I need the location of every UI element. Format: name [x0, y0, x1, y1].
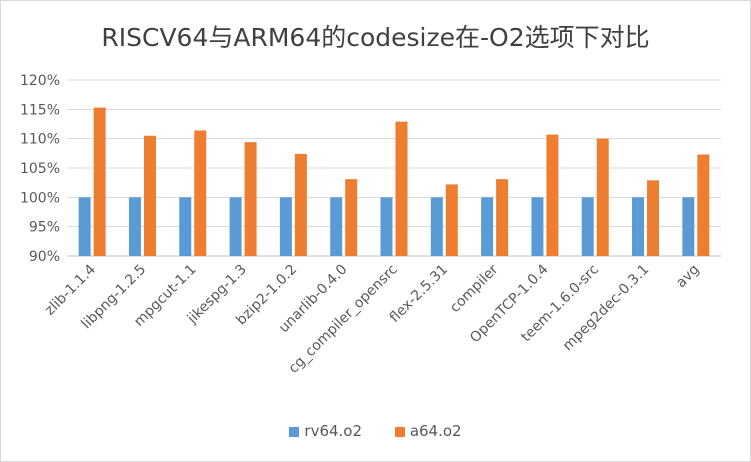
- bar-a64-o2: [496, 179, 509, 256]
- bar-a64-o2: [244, 142, 257, 256]
- gridlines: [67, 79, 721, 257]
- bar-a64-o2: [546, 134, 559, 256]
- bar-rv64-o2: [380, 197, 393, 256]
- bar-a64-o2: [294, 153, 307, 256]
- y-axis-ticks: 90% 95% 100% 105% 110% 115% 120%: [20, 73, 60, 265]
- bar-a64-o2: [647, 180, 660, 256]
- bar-a64-o2: [194, 130, 207, 256]
- bar-a64-o2: [345, 179, 358, 256]
- legend-swatch-a64: [394, 427, 405, 437]
- bar-a64-o2: [445, 184, 458, 256]
- legend-label-a64: a64.o2: [409, 422, 462, 440]
- bar-a64-o2: [395, 121, 408, 256]
- y-tick-label: 90%: [29, 249, 60, 265]
- x-axis-ticks: zlib-1.1.4libpng-1.2.5mpgcut-1.1jikespg-…: [42, 261, 703, 376]
- legend-item-rv64: rv64.o2: [289, 422, 362, 440]
- bar-rv64-o2: [78, 197, 91, 256]
- legend-item-a64: a64.o2: [394, 422, 462, 440]
- bars: [78, 107, 710, 256]
- legend-swatch-rv64: [289, 427, 300, 437]
- bar-rv64-o2: [430, 197, 443, 256]
- bar-rv64-o2: [179, 197, 192, 256]
- bar-rv64-o2: [279, 197, 292, 256]
- bar-rv64-o2: [330, 197, 343, 256]
- legend-label-rv64: rv64.o2: [304, 422, 363, 440]
- y-tick-label: 120%: [20, 73, 60, 89]
- y-tick-label: 95%: [29, 220, 60, 236]
- y-tick-label: 115%: [20, 102, 60, 118]
- bar-rv64-o2: [128, 197, 141, 256]
- x-tick-label: avg: [673, 262, 703, 292]
- bar-a64-o2: [697, 154, 710, 256]
- bar-a64-o2: [143, 135, 156, 256]
- bar-rv64-o2: [531, 197, 544, 256]
- y-tick-label: 100%: [20, 190, 60, 206]
- bar-rv64-o2: [632, 197, 645, 256]
- bar-rv64-o2: [229, 197, 242, 256]
- bar-rv64-o2: [581, 197, 594, 256]
- bar-a64-o2: [596, 138, 609, 256]
- x-tick-label: mpeg2dec-0.3.1: [560, 262, 652, 354]
- bar-a64-o2: [93, 107, 106, 256]
- chart-title: RISCV64与ARM64的codesize在-O2选项下对比: [101, 23, 650, 52]
- bar-rv64-o2: [682, 197, 695, 256]
- bar-rv64-o2: [481, 197, 494, 256]
- y-tick-label: 105%: [20, 161, 60, 177]
- y-tick-label: 110%: [20, 132, 60, 148]
- legend: rv64.o2 a64.o2: [0, 422, 751, 440]
